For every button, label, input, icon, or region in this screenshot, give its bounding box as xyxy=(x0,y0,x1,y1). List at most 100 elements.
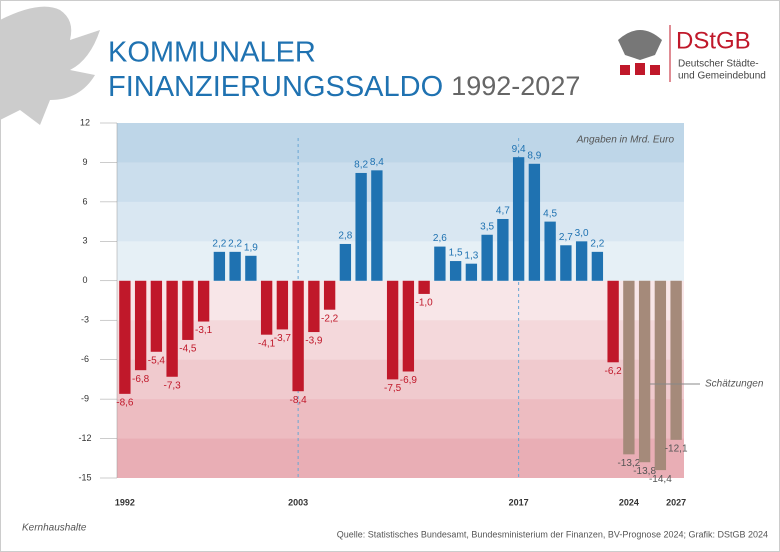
bar xyxy=(371,170,383,281)
x-tick-label: 2003 xyxy=(288,497,308,507)
value-label: 8,9 xyxy=(527,150,541,161)
x-tick-label: 2017 xyxy=(509,497,529,507)
x-tick-label: 2027 xyxy=(666,497,686,507)
value-label: 9,4 xyxy=(512,144,526,155)
value-label: 3,5 xyxy=(480,221,494,232)
bar xyxy=(323,280,336,310)
value-label: 2,2 xyxy=(590,238,604,249)
value-label: 2,7 xyxy=(559,232,573,243)
background-band xyxy=(117,320,684,360)
title: FINANZIERUNGSSALDO 1992-2027 xyxy=(108,71,580,103)
bar xyxy=(560,245,572,281)
bar xyxy=(150,280,163,352)
value-label: 4,5 xyxy=(543,208,557,219)
bar xyxy=(260,280,273,335)
bar xyxy=(575,241,588,281)
x-tick-label: 1992 xyxy=(115,497,135,507)
value-label: -14,4 xyxy=(649,474,672,485)
y-tick-label: -9 xyxy=(81,393,89,403)
bar xyxy=(607,280,619,363)
bar xyxy=(197,280,210,322)
bar xyxy=(465,263,478,281)
value-label: -13,2 xyxy=(617,458,640,469)
bar xyxy=(245,255,257,281)
bar xyxy=(670,280,682,440)
value-label: 2,2 xyxy=(228,238,242,249)
bar xyxy=(386,280,399,380)
bar xyxy=(512,157,525,281)
logo: DStGB Deutscher Städte- und Gemeindebund xyxy=(618,25,766,82)
y-tick-label: -15 xyxy=(78,472,91,482)
logo-text: und Gemeindebund xyxy=(678,71,766,82)
bar xyxy=(638,280,651,463)
bar xyxy=(434,246,446,281)
background-band xyxy=(117,359,684,400)
value-label: -7,5 xyxy=(384,383,402,394)
value-label: -3,7 xyxy=(274,333,292,344)
bar xyxy=(166,280,178,377)
bar xyxy=(276,280,289,330)
title-years: 1992-2027 xyxy=(451,71,580,101)
value-label: -4,5 xyxy=(179,344,197,355)
bar xyxy=(654,280,667,471)
y-tick-label: -6 xyxy=(81,354,89,364)
value-label: 8,4 xyxy=(370,157,384,168)
value-label: 1,3 xyxy=(464,250,478,261)
y-tick-label: -12 xyxy=(78,433,91,443)
value-label: -12,1 xyxy=(665,444,688,455)
bar xyxy=(497,218,509,281)
title: KOMMUNALER xyxy=(108,37,316,69)
bar xyxy=(402,280,415,372)
background-band xyxy=(117,123,684,163)
bar xyxy=(418,280,430,294)
bar xyxy=(213,251,226,281)
y-tick-label: 3 xyxy=(82,236,87,246)
y-tick-label: 9 xyxy=(82,157,87,167)
value-label: 1,5 xyxy=(449,248,463,259)
logo-icon xyxy=(650,65,660,75)
bar xyxy=(623,280,635,455)
bar xyxy=(134,280,147,371)
value-label: -6,2 xyxy=(605,366,623,377)
value-label: -8,4 xyxy=(290,395,308,406)
logo-eagle xyxy=(618,30,662,60)
value-label: -7,3 xyxy=(164,380,182,391)
value-label: -3,9 xyxy=(305,336,323,347)
value-label: -4,1 xyxy=(258,338,276,349)
source: Quelle: Statistisches Bundesamt, Bundesm… xyxy=(337,529,768,539)
footnote: Kernhaushalte xyxy=(22,523,87,534)
background-band xyxy=(117,280,684,321)
bar xyxy=(355,172,367,281)
logo-text: Deutscher Städte- xyxy=(678,59,759,70)
value-label: -1,0 xyxy=(416,298,434,309)
y-tick-label: 6 xyxy=(82,196,87,206)
y-tick-label: 0 xyxy=(82,275,87,285)
value-label: -5,4 xyxy=(148,355,166,366)
bar xyxy=(119,280,131,394)
value-label: 8,2 xyxy=(354,160,368,171)
value-label: -6,8 xyxy=(132,374,150,385)
value-label: 2,2 xyxy=(212,238,226,249)
background-band xyxy=(117,399,684,439)
y-tick-label: 12 xyxy=(80,117,90,127)
value-label: -3,1 xyxy=(195,325,213,336)
value-label: 1,9 xyxy=(244,242,258,253)
bar xyxy=(591,251,604,281)
title-line: FINANZIERUNGSSALDO xyxy=(108,71,443,103)
bar xyxy=(544,221,556,281)
logo-icon xyxy=(635,63,645,75)
eagle xyxy=(0,6,100,126)
bar xyxy=(229,251,241,281)
value-label: 2,6 xyxy=(433,233,447,244)
bar xyxy=(308,280,320,333)
logo-icon xyxy=(620,65,630,75)
bar xyxy=(449,261,462,281)
background-band xyxy=(117,201,684,242)
estimate-label: Schätzungen xyxy=(705,379,764,390)
bar xyxy=(339,243,352,281)
background-band xyxy=(117,241,684,281)
background-band xyxy=(117,162,684,202)
value-label: -6,9 xyxy=(400,375,418,386)
value-label: 3,0 xyxy=(575,228,589,239)
